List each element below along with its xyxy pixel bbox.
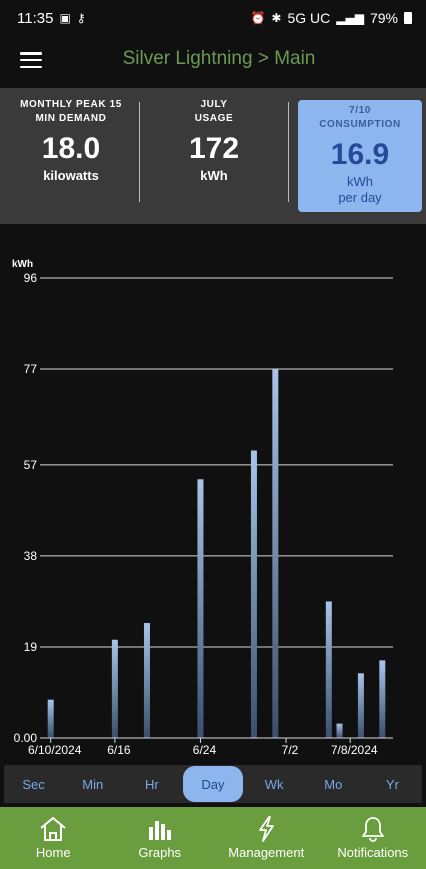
chart-bar[interactable] — [143, 623, 150, 738]
y-tick-label: 0.00 — [14, 731, 38, 745]
range-mo-button[interactable]: Mo — [324, 776, 343, 792]
notification-icon: ▣ — [59, 11, 71, 25]
peak-value: 18.0 — [41, 132, 101, 165]
summary-panel: MONTHLY PEAK 15 MIN DEMAND 18.0 kilowatt… — [0, 88, 426, 224]
menu-icon-line — [20, 65, 42, 68]
x-tick-label: 6/10/2024 — [28, 743, 82, 757]
nav-home[interactable]: Home — [0, 807, 107, 869]
chart-bar[interactable] — [325, 601, 332, 738]
chart-bar[interactable] — [336, 723, 343, 738]
nav-management-label: Management — [228, 845, 305, 860]
usage-label-line2: USAGE — [194, 113, 234, 124]
chart-bar[interactable] — [272, 369, 279, 738]
x-tick-label: 7/2 — [282, 743, 299, 757]
x-tick-label: 6/16 — [107, 743, 131, 757]
usage-chart[interactable]: kWh 0.00 19 38 57 77 96 6/10/2024 6/16 6/24 7/2 7… — [0, 224, 426, 764]
range-wk-button[interactable]: Wk — [264, 776, 284, 792]
consumption-label-line2: CONSUMPTION — [319, 119, 401, 130]
y-axis-label: kWh — [12, 259, 33, 270]
range-sec-button[interactable]: Sec — [22, 776, 45, 792]
status-right: ⏰ ✱ 5G UC ▂▄▆ 79% — [250, 10, 412, 26]
summary-divider — [288, 102, 289, 202]
chart-bar[interactable] — [250, 450, 257, 739]
range-yr-button[interactable]: Yr — [385, 776, 399, 792]
chart-bar[interactable] — [357, 673, 364, 738]
key-icon: ⚷ — [76, 11, 86, 25]
chart-bar[interactable] — [379, 660, 386, 738]
y-tick-label: 96 — [24, 271, 38, 285]
home-icon — [40, 816, 66, 841]
bluetooth-icon: ✱ — [271, 11, 282, 25]
network-label: 5G UC — [287, 10, 331, 26]
nav-graphs-label: Graphs — [138, 845, 182, 860]
nav-notifications[interactable]: Notifications — [320, 807, 426, 869]
peak-label-line1: MONTHLY PEAK 15 — [20, 99, 122, 110]
time-range-selector: Sec Min Hr Day Wk Mo Yr — [4, 765, 422, 803]
battery-icon — [404, 12, 412, 24]
consumption-unit-line1: kWh — [347, 174, 373, 189]
usage-chart-svg: kWh 0.00 19 38 57 77 96 6/10/2024 6/16 6/24 7/2 7… — [12, 259, 393, 757]
menu-icon-line — [20, 58, 42, 62]
bell-icon — [361, 817, 384, 842]
status-bar: 11:35 ▣ ⚷ ⏰ ✱ 5G UC ▂▄▆ 79% — [0, 0, 426, 36]
y-tick-label: 38 — [24, 549, 38, 563]
chart-bar[interactable] — [111, 639, 118, 738]
consumption-value: 16.9 — [330, 138, 390, 171]
chart-bar[interactable] — [197, 479, 204, 738]
chart-bar[interactable] — [47, 699, 54, 738]
lightning-icon — [259, 816, 275, 842]
usage-unit: kWh — [200, 168, 228, 183]
nav-home-label: Home — [35, 845, 71, 860]
consumption-card[interactable]: 7/10 CONSUMPTION 16.9 kWh per day — [298, 100, 422, 212]
consumption-unit-line2: per day — [338, 190, 382, 205]
nav-management[interactable]: Management — [213, 807, 320, 869]
y-tick-label: 19 — [24, 640, 38, 654]
alarm-icon: ⏰ — [250, 11, 266, 25]
usage-card[interactable]: JULY USAGE 172 kWh — [142, 98, 286, 214]
y-tick-label: 57 — [24, 458, 38, 472]
consumption-label-line1: 7/10 — [349, 105, 371, 116]
nav-notifications-label: Notifications — [337, 845, 409, 860]
peak-unit: kilowatts — [43, 168, 99, 183]
battery-label: 79% — [369, 10, 398, 26]
page-title: Silver Lightning > Main — [122, 48, 316, 69]
range-day-button[interactable]: Day — [183, 766, 243, 802]
menu-button[interactable] — [18, 49, 44, 71]
graphs-icon — [148, 821, 171, 840]
app-header: Silver Lightning > Main — [0, 36, 426, 84]
usage-label-line1: JULY — [200, 99, 228, 110]
signal-icon: ▂▄▆ — [336, 11, 364, 25]
y-tick-label: 77 — [24, 362, 38, 376]
x-tick-label: 6/24 — [193, 743, 217, 757]
summary-divider — [139, 102, 140, 202]
bottom-nav: Home Graphs Management Notifications — [0, 807, 426, 869]
range-hr-button[interactable]: Hr — [144, 776, 159, 792]
usage-value: 172 — [188, 132, 240, 165]
x-tick-label: 7/8/2024 — [331, 743, 378, 757]
peak-label-line2: MIN DEMAND — [35, 113, 107, 124]
nav-graphs[interactable]: Graphs — [107, 807, 214, 869]
menu-icon-line — [20, 52, 42, 55]
range-min-button[interactable]: Min — [82, 776, 104, 792]
status-left: 11:35 ▣ ⚷ — [17, 10, 86, 27]
peak-demand-card[interactable]: MONTHLY PEAK 15 MIN DEMAND 18.0 kilowatt… — [4, 98, 138, 214]
status-time: 11:35 — [17, 9, 54, 27]
